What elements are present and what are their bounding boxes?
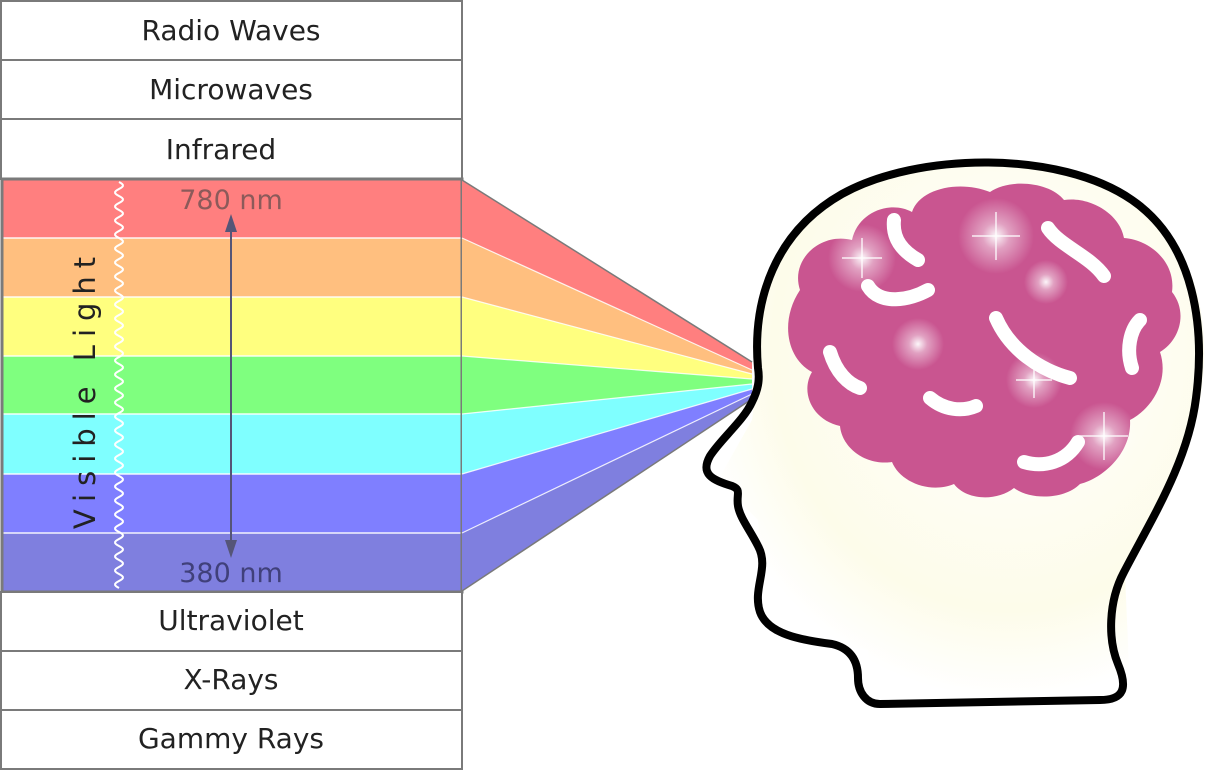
band-label-gammy-rays: Gammy Rays [138, 722, 324, 755]
wavelength-top-label: 780 nm [179, 185, 283, 216]
visible-stripe-blue [3, 474, 462, 533]
visible-light-block: Visible Light 780 nm 380 nm [0, 177, 464, 594]
wavelength-bottom-label: 380 nm [179, 558, 283, 589]
brain-icon [788, 183, 1181, 498]
band-radio-waves: Radio Waves [0, 0, 463, 61]
visible-stripe-orange [3, 238, 462, 297]
band-label-ultraviolet: Ultraviolet [158, 604, 303, 637]
band-infrared: Infrared [0, 118, 463, 180]
brain-groove-6 [823, 345, 867, 395]
brain-groove-5 [1122, 313, 1147, 375]
visible-light-label: Visible Light [68, 249, 102, 529]
band-label-x-rays: X-Rays [183, 663, 278, 696]
band-label-radio-waves: Radio Waves [141, 14, 320, 47]
brain-groove-8 [923, 391, 983, 417]
ray-red [462, 180, 752, 370]
band-x-rays: X-Rays [0, 650, 463, 711]
upper-bands: Radio Waves Microwaves Infrared [0, 0, 463, 180]
band-label-infrared: Infrared [166, 133, 276, 166]
ray-orange [462, 238, 752, 374]
wavelength-arrow [225, 214, 237, 558]
lower-bands: Ultraviolet X-Rays Gammy Rays [0, 591, 463, 770]
ray-violet [462, 394, 752, 591]
band-microwaves: Microwaves [0, 59, 463, 120]
brain-groove-1 [861, 279, 935, 307]
ray-blue [462, 389, 752, 533]
visible-stripe-green [3, 356, 462, 414]
band-label-microwaves: Microwaves [149, 73, 313, 106]
ray-yellow [462, 297, 752, 379]
wave-line [114, 181, 124, 589]
visible-stripe-yellow [3, 297, 462, 356]
ray-green [462, 356, 752, 414]
brain-groove-3 [1041, 221, 1111, 283]
head-outline [702, 158, 1203, 708]
band-gamma-rays: Gammy Rays [0, 709, 463, 770]
brain-groove-2 [886, 213, 925, 267]
band-ultraviolet: Ultraviolet [0, 591, 463, 652]
light-rays [461, 179, 753, 592]
brain-sparkles [828, 198, 1138, 470]
visible-stripe-cyan [3, 414, 462, 474]
